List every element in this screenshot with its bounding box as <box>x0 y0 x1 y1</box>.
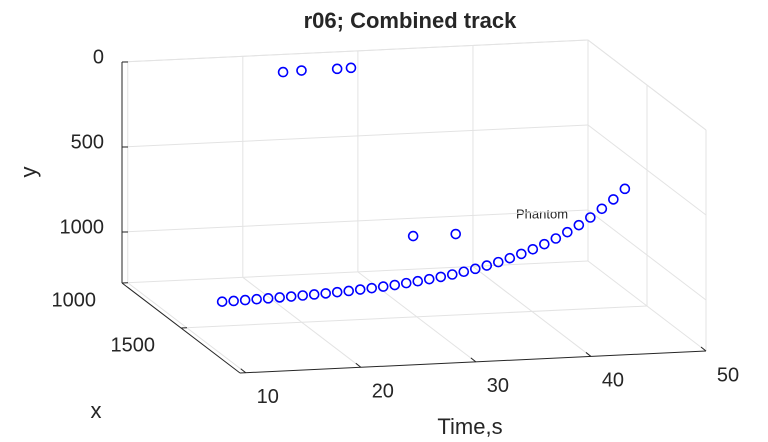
point <box>366 282 378 294</box>
point <box>446 269 458 280</box>
point <box>343 285 355 297</box>
point <box>331 286 343 298</box>
point <box>331 63 343 75</box>
point <box>274 292 285 303</box>
grid-line <box>121 124 589 148</box>
point <box>516 248 527 260</box>
point <box>400 277 412 289</box>
point <box>228 295 239 307</box>
time-tick-label: 40 <box>602 370 624 392</box>
point <box>608 194 619 205</box>
point <box>539 238 550 250</box>
point <box>573 219 585 231</box>
box-edge <box>121 39 589 63</box>
time-tick-label: 10 <box>257 386 279 408</box>
point <box>435 271 447 283</box>
y-tick-label: 1000 <box>60 216 105 238</box>
y-axis-label: y <box>16 167 41 178</box>
time-tick-label: 50 <box>717 364 739 386</box>
y-tick-label: 500 <box>71 131 104 153</box>
x-tick-label: 1000 <box>52 289 97 311</box>
point <box>423 273 435 285</box>
point <box>596 203 608 215</box>
point <box>458 266 470 278</box>
point <box>377 281 389 292</box>
point <box>296 65 307 76</box>
point <box>450 228 462 240</box>
point <box>277 66 289 78</box>
y-tick-label: 0 <box>93 46 104 68</box>
time-tick <box>240 368 247 374</box>
point <box>550 233 562 244</box>
x-axis-label: x <box>91 398 102 423</box>
time-tick <box>470 357 477 363</box>
time-tick-label: 30 <box>487 375 509 397</box>
grid-line <box>180 305 648 329</box>
point <box>297 290 308 301</box>
point <box>216 296 228 307</box>
chart-title: r06; Combined track <box>304 8 517 33</box>
point <box>239 294 251 306</box>
point <box>481 260 493 271</box>
time-tick <box>585 352 592 357</box>
time-axis-label: Time,s <box>437 414 502 439</box>
point <box>262 293 274 304</box>
point <box>285 291 297 302</box>
time-axis-line <box>239 350 707 374</box>
annotation: Phantom <box>516 206 568 221</box>
time-tick-label: 20 <box>372 381 394 403</box>
point <box>251 293 262 305</box>
point <box>407 230 419 242</box>
time-tick <box>700 346 707 352</box>
point <box>320 288 332 299</box>
box-edge <box>587 39 707 131</box>
grid-line <box>121 209 589 233</box>
point <box>354 284 366 295</box>
point <box>412 275 424 287</box>
point <box>493 256 504 268</box>
point <box>469 263 481 275</box>
point <box>389 279 401 291</box>
point <box>562 226 573 238</box>
point <box>504 252 516 264</box>
point <box>585 212 596 223</box>
point <box>527 243 539 255</box>
point <box>308 289 320 300</box>
point <box>345 62 357 74</box>
point <box>619 183 631 195</box>
time-tick <box>355 362 362 368</box>
x-tick-label: 1500 <box>111 334 156 356</box>
grid-line <box>121 260 589 284</box>
